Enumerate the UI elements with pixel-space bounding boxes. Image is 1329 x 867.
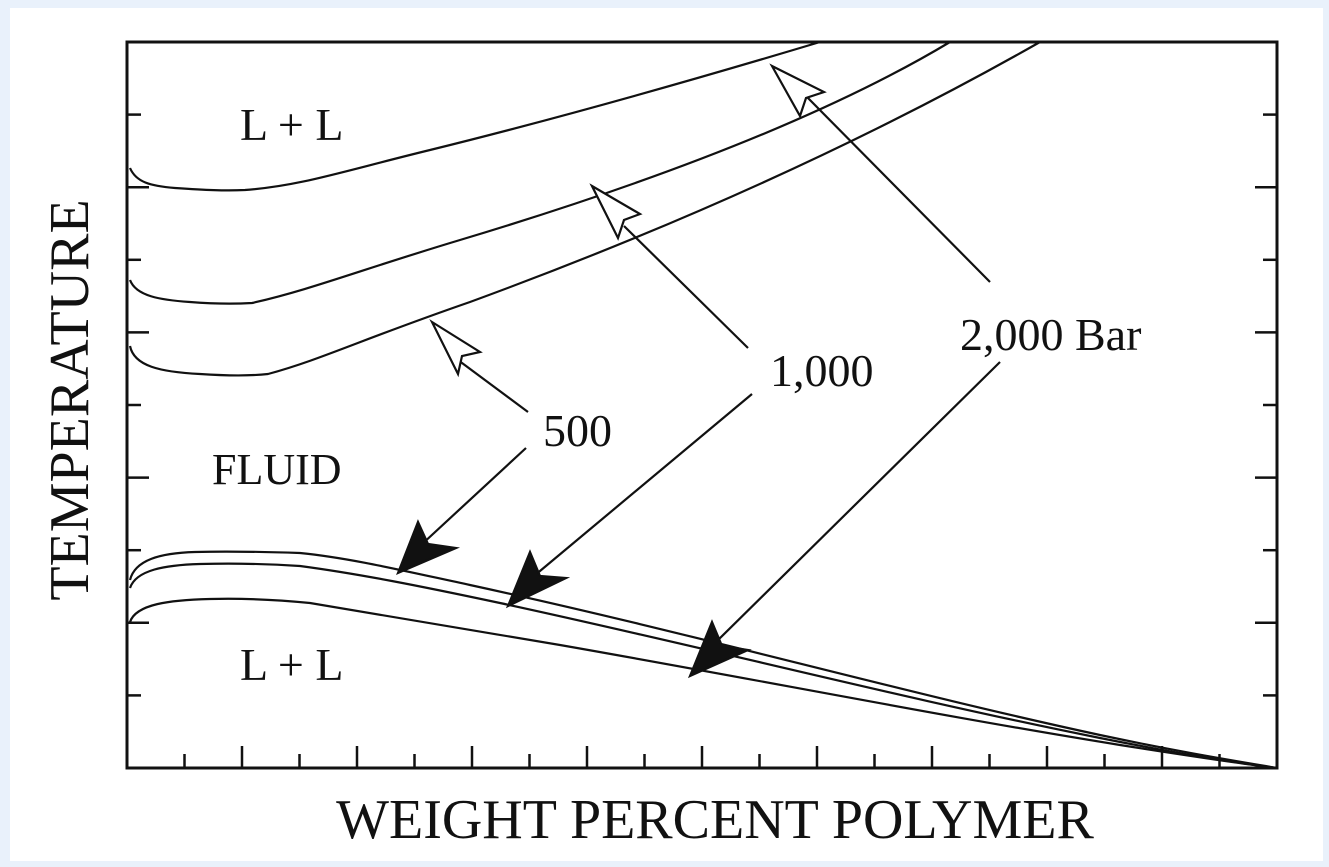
upper-phase-boundaries xyxy=(128,40,1041,377)
region-label-lower-ll: L + L xyxy=(240,639,343,690)
y-axis-label: TEMPERATURE xyxy=(39,199,101,600)
arrow-500-lower xyxy=(396,447,527,576)
pressure-label-500: 500 xyxy=(543,405,612,456)
figure-panel xyxy=(10,8,1323,861)
upper-boundary-1000-bar xyxy=(128,41,951,305)
region-label-upper-ll: L + L xyxy=(240,99,343,150)
arrow-500-upper xyxy=(429,318,529,413)
x-axis-label: WEIGHT PERCENT POLYMER xyxy=(336,789,1094,851)
lower-boundary-500-bar xyxy=(128,550,1278,770)
lower-boundary-2000-bar xyxy=(128,597,1278,770)
pressure-label-1000: 1,000 xyxy=(770,345,874,396)
lower-curve-arrows xyxy=(396,361,1001,679)
arrow-2000-lower xyxy=(687,361,1001,679)
arrow-1000-lower xyxy=(505,393,753,609)
arrow-2000-upper xyxy=(769,63,991,283)
pressure-label-2000-bar: 2,000 Bar xyxy=(960,309,1141,360)
upper-boundary-2000-bar xyxy=(128,40,821,192)
region-label-fluid: FLUID xyxy=(212,445,342,494)
arrow-1000-upper xyxy=(589,183,749,349)
upper-boundary-500-bar xyxy=(128,41,1041,377)
upper-curve-arrows xyxy=(429,63,991,413)
lower-phase-boundaries xyxy=(128,550,1278,770)
lower-boundary-1000-bar xyxy=(128,562,1278,770)
